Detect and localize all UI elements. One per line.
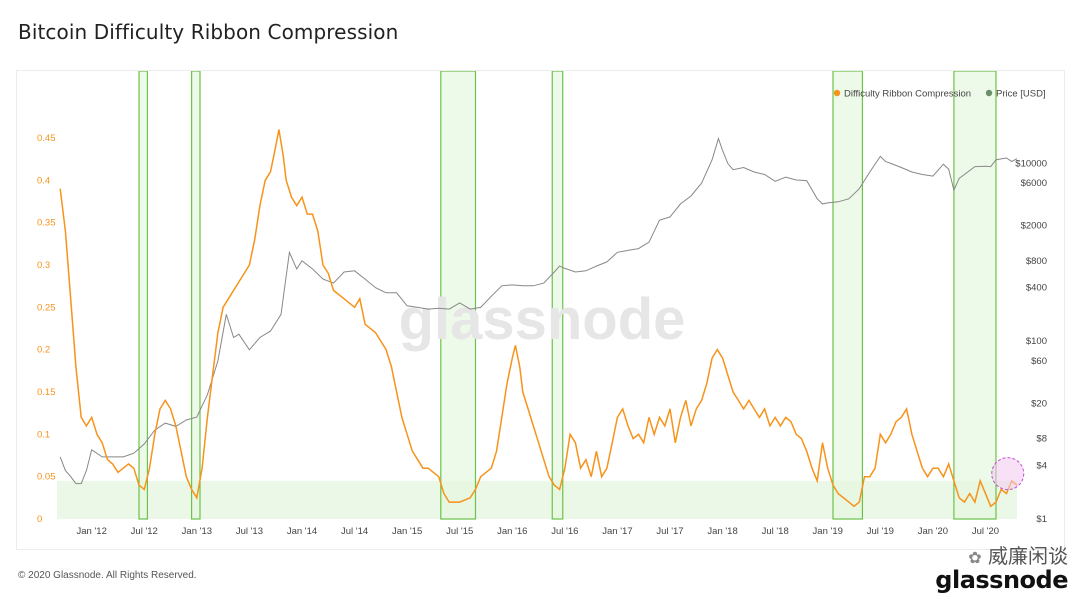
right-axis: $1 $4 $8 $20 $60 $100 $400 $800 $2000 $6000 $10000 xyxy=(1015,158,1047,525)
left-tick-label: 0.35 xyxy=(37,218,56,229)
x-tick-label: Jul '16 xyxy=(551,526,578,537)
right-tick-label: $800 xyxy=(1026,256,1047,267)
x-tick-label: Jan '12 xyxy=(77,526,107,537)
legend-dot-ribbon xyxy=(833,89,841,97)
watermark-layer: glassnode xyxy=(399,287,686,352)
threshold-zone xyxy=(57,480,1017,519)
chart-svg: glassnode 00.050.10.150.20.250.30.350.40… xyxy=(37,70,1047,537)
legend-dot-price xyxy=(985,89,993,97)
left-tick-label: 0.4 xyxy=(37,175,50,186)
left-tick-label: 0.15 xyxy=(37,387,56,398)
legend-label-price: Price [USD] xyxy=(996,89,1046,100)
glassnode-logo: glassnode xyxy=(935,566,1068,594)
highlight-layer xyxy=(991,457,1025,491)
x-tick-label: Jul '18 xyxy=(762,526,789,537)
x-tick-label: Jan '13 xyxy=(182,526,212,537)
compression-zones xyxy=(57,70,1017,520)
left-tick-label: 0 xyxy=(37,514,42,525)
x-tick-label: Jan '16 xyxy=(497,526,527,537)
page-title: Bitcoin Difficulty Ribbon Compression xyxy=(18,20,399,44)
ribbon-series xyxy=(59,129,1018,508)
right-tick-label: $60 xyxy=(1031,356,1047,367)
footer-branding: ✿ 威廉闲谈 glassnode xyxy=(935,540,1068,594)
left-tick-label: 0.3 xyxy=(37,260,50,271)
wechat-account-name: 威廉闲谈 xyxy=(988,544,1068,568)
x-tick-label: Jul '13 xyxy=(236,526,263,537)
wechat-icon: ✿ xyxy=(968,548,982,567)
compression-zone-5 xyxy=(832,70,864,520)
compression-zone-6 xyxy=(953,70,997,520)
right-tick-label: $20 xyxy=(1031,398,1047,409)
right-tick-label: $6000 xyxy=(1021,178,1047,189)
left-tick-label: 0.1 xyxy=(37,429,50,440)
right-tick-label: $8 xyxy=(1036,434,1047,445)
compression-zone-3 xyxy=(440,70,477,520)
right-tick-label: $10000 xyxy=(1015,158,1047,169)
wechat-account-label: ✿ 威廉闲谈 xyxy=(935,540,1068,569)
left-tick-label: 0.45 xyxy=(37,133,56,144)
right-tick-label: $2000 xyxy=(1021,221,1047,232)
x-tick-label: Jul '19 xyxy=(867,526,894,537)
left-tick-label: 0.25 xyxy=(37,302,56,313)
right-tick-label: $400 xyxy=(1026,283,1047,294)
x-tick-label: Jul '14 xyxy=(341,526,368,537)
legend-item-price[interactable]: Price [USD] xyxy=(985,89,1046,100)
legend: Difficulty Ribbon Compression Price [USD… xyxy=(833,89,1046,100)
x-tick-label: Jul '12 xyxy=(131,526,158,537)
left-tick-label: 0.05 xyxy=(37,472,56,483)
legend-item-ribbon[interactable]: Difficulty Ribbon Compression xyxy=(833,89,971,100)
right-tick-label: $1 xyxy=(1036,514,1047,525)
right-tick-label: $100 xyxy=(1026,336,1047,347)
ribbon-line xyxy=(59,129,1018,508)
x-axis: Jan '12 Jul '12 Jan '13 Jul '13 Jan '14 Jul '… xyxy=(77,526,1000,537)
x-tick-label: Jan '14 xyxy=(287,526,317,537)
copyright: © 2020 Glassnode. All Rights Reserved. xyxy=(18,570,197,581)
legend-label-ribbon: Difficulty Ribbon Compression xyxy=(844,89,971,100)
x-tick-label: Jul '17 xyxy=(656,526,683,537)
compression-zone-1 xyxy=(138,70,149,520)
highlight-circle xyxy=(991,457,1025,491)
x-tick-label: Jan '19 xyxy=(813,526,843,537)
compression-zone-4 xyxy=(551,70,564,520)
chart-watermark: glassnode xyxy=(399,287,686,352)
x-tick-label: Jan '17 xyxy=(602,526,632,537)
x-tick-label: Jan '18 xyxy=(707,526,737,537)
x-tick-label: Jan '15 xyxy=(392,526,422,537)
chart-frame: glassnode 0 0.05 0.1 0.15 0.2 0.25 0.3 0.35 0.4 0… xyxy=(16,70,1065,550)
left-axis: 0 0.05 0.1 0.15 0.2 0.25 0.3 0.35 0.4 0.45 xyxy=(37,133,56,525)
x-tick-label: Jul '20 xyxy=(972,526,999,537)
compression-zone-2 xyxy=(190,70,201,520)
right-tick-label: $4 xyxy=(1036,460,1047,471)
x-tick-label: Jul '15 xyxy=(446,526,473,537)
left-tick-label: 0.2 xyxy=(37,345,50,356)
x-tick-label: Jan '20 xyxy=(918,526,948,537)
